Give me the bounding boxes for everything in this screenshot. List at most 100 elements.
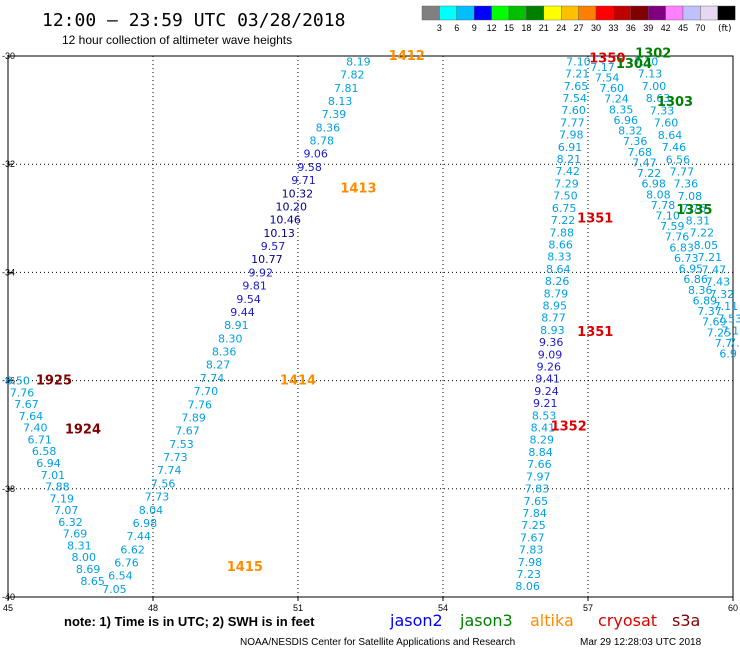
wave-height-value: 7.88 [45, 481, 70, 494]
colorbar-tick-label: 39 [643, 23, 653, 33]
colorbar-swatch [456, 5, 475, 21]
x-tick-label: 48 [148, 603, 158, 613]
legend-entry-s3a: s3a [672, 611, 700, 630]
colorbar-swatch [682, 5, 701, 21]
wave-height-value: 10.13 [263, 227, 295, 240]
wave-height-value: 7.74 [200, 372, 225, 385]
colorbar-swatch [491, 5, 510, 21]
wave-height-value: 6.89 [693, 294, 718, 307]
wave-height-value: 7.50 [553, 190, 578, 203]
pass-number-label: 1303 [657, 95, 693, 110]
wave-height-value: 8.13 [328, 95, 353, 108]
pass-number-label: 1302 [635, 46, 671, 61]
chart-grid [8, 56, 733, 597]
wave-height-value: 8.36 [316, 121, 341, 134]
wave-height-value: 9.41 [535, 373, 560, 386]
wave-height-value: 6.96 [614, 114, 639, 127]
wave-height-value: 6.83 [669, 241, 694, 254]
colorbar-tick-label: 30 [591, 23, 601, 33]
colorbar-swatch [578, 5, 597, 21]
wave-height-value: 7.68 [627, 146, 652, 159]
wave-height-value: 7.23 [517, 568, 542, 581]
wave-height-value: 7.22 [637, 167, 662, 180]
wave-height-value: 9.26 [537, 361, 562, 374]
colorbar-swatch [717, 5, 736, 21]
wave-height-value: 8.29 [529, 434, 554, 447]
wave-height-value: 7.88 [550, 226, 575, 239]
wave-height-value: 7.39 [322, 108, 347, 121]
wave-height-value: 8.41 [531, 422, 556, 435]
wave-height-value: 8.00 [72, 551, 97, 564]
wave-height-value: 7.54 [563, 92, 588, 105]
footer-timestamp: Mar 29 12:28:03 UTC 2018 [580, 637, 702, 648]
wave-height-value: 8.31 [67, 539, 92, 552]
wave-height-value: 8.53 [532, 409, 557, 422]
pass-number-label: 1351 [577, 325, 613, 340]
wave-height-value: 8.36 [212, 346, 237, 359]
wave-height-value: 7.10 [566, 55, 591, 68]
wave-height-value: 7.73 [163, 451, 188, 464]
wave-height-value: 7.82 [340, 69, 365, 82]
colorbar-tick-label: 70 [695, 23, 705, 33]
wave-height-value: 7.67 [175, 425, 200, 438]
wave-height-value: 10.32 [282, 187, 314, 200]
wave-height-value: 8.36 [688, 284, 713, 297]
y-tick-label: -36 [2, 376, 15, 386]
wave-height-value: 9.21 [533, 397, 558, 410]
wave-height-value: 7.84 [522, 507, 547, 520]
wave-height-value: 7.33 [650, 104, 675, 117]
wave-height-value: 7.98 [559, 129, 584, 142]
wave-height-value: 7.05 [102, 583, 127, 596]
pass-number-label: 1415 [227, 560, 263, 575]
wave-height-value: 6.58 [32, 445, 57, 458]
wave-height-value: 7.77 [560, 116, 585, 129]
wave-height-value: 8.19 [346, 55, 371, 68]
colorbar-swatch [526, 5, 545, 21]
wave-height-value: 10.77 [251, 253, 283, 266]
pass-number-label: 1413 [340, 182, 376, 197]
colorbar-swatch [561, 5, 579, 21]
footer-note: note: 1) Time is in UTC; 2) SWH is in fe… [64, 614, 315, 629]
wave-height-value: 7.67 [520, 531, 545, 544]
wave-height-value: 9.36 [539, 336, 564, 349]
wave-height-value: 8.35 [609, 103, 634, 116]
wave-height-value: 7.56 [151, 477, 176, 490]
wave-height-value: 6.71 [27, 433, 52, 446]
pass-number-label: 1925 [36, 374, 72, 389]
wave-height-value: 7.60 [600, 82, 625, 95]
x-tick-label: 51 [293, 603, 303, 613]
wave-height-value: 6.54 [108, 570, 133, 583]
wave-height-value: 7.69 [702, 316, 727, 329]
wave-height-value: 8.64 [546, 263, 571, 276]
pass-number-label: 1414 [280, 374, 316, 389]
wave-height-value: 9.54 [236, 293, 261, 306]
chart-title: 12:00 – 23:59 UTC 03/28/2018 [42, 10, 345, 31]
wave-height-value: 7.97 [526, 470, 551, 483]
wave-height-value: 8.69 [76, 563, 101, 576]
wave-height-value: 7.60 [654, 117, 679, 130]
legend-entry-jason2: jason2 [389, 611, 443, 630]
wave-height-value: 7.21 [698, 251, 723, 264]
wave-height-value: 8.77 [541, 312, 566, 325]
wave-height-value: 7.83 [519, 544, 544, 557]
wave-height-value: 6.73 [674, 252, 699, 265]
plot-frame [7, 55, 734, 598]
wave-height-value: 9.92 [249, 266, 274, 279]
legend-entry-altika: altika [530, 611, 574, 630]
pass-number-label: 1351 [577, 211, 613, 226]
wave-height-value: 7.30 [634, 55, 659, 68]
wave-height-value: 7.76 [188, 398, 213, 411]
pass-number-label: 1924 [65, 422, 101, 437]
wave-height-value: 9.58 [297, 161, 322, 174]
wave-height-value: 8.64 [658, 129, 683, 142]
wave-height-value: 7.76 [682, 202, 707, 215]
wave-height-value: 8.05 [694, 239, 719, 252]
colorbar-unit-label: (ft) [718, 24, 732, 34]
wave-height-value: 8.65 [80, 575, 105, 588]
wave-height-value: 9.09 [538, 348, 563, 361]
wave-height-value: 8.26 [545, 275, 570, 288]
colorbar-tick-label: 9 [472, 23, 477, 33]
colorbar-tick-label: 27 [574, 23, 584, 33]
colorbar-swatch [595, 5, 614, 21]
wave-height-value: 7.76 [665, 231, 690, 244]
